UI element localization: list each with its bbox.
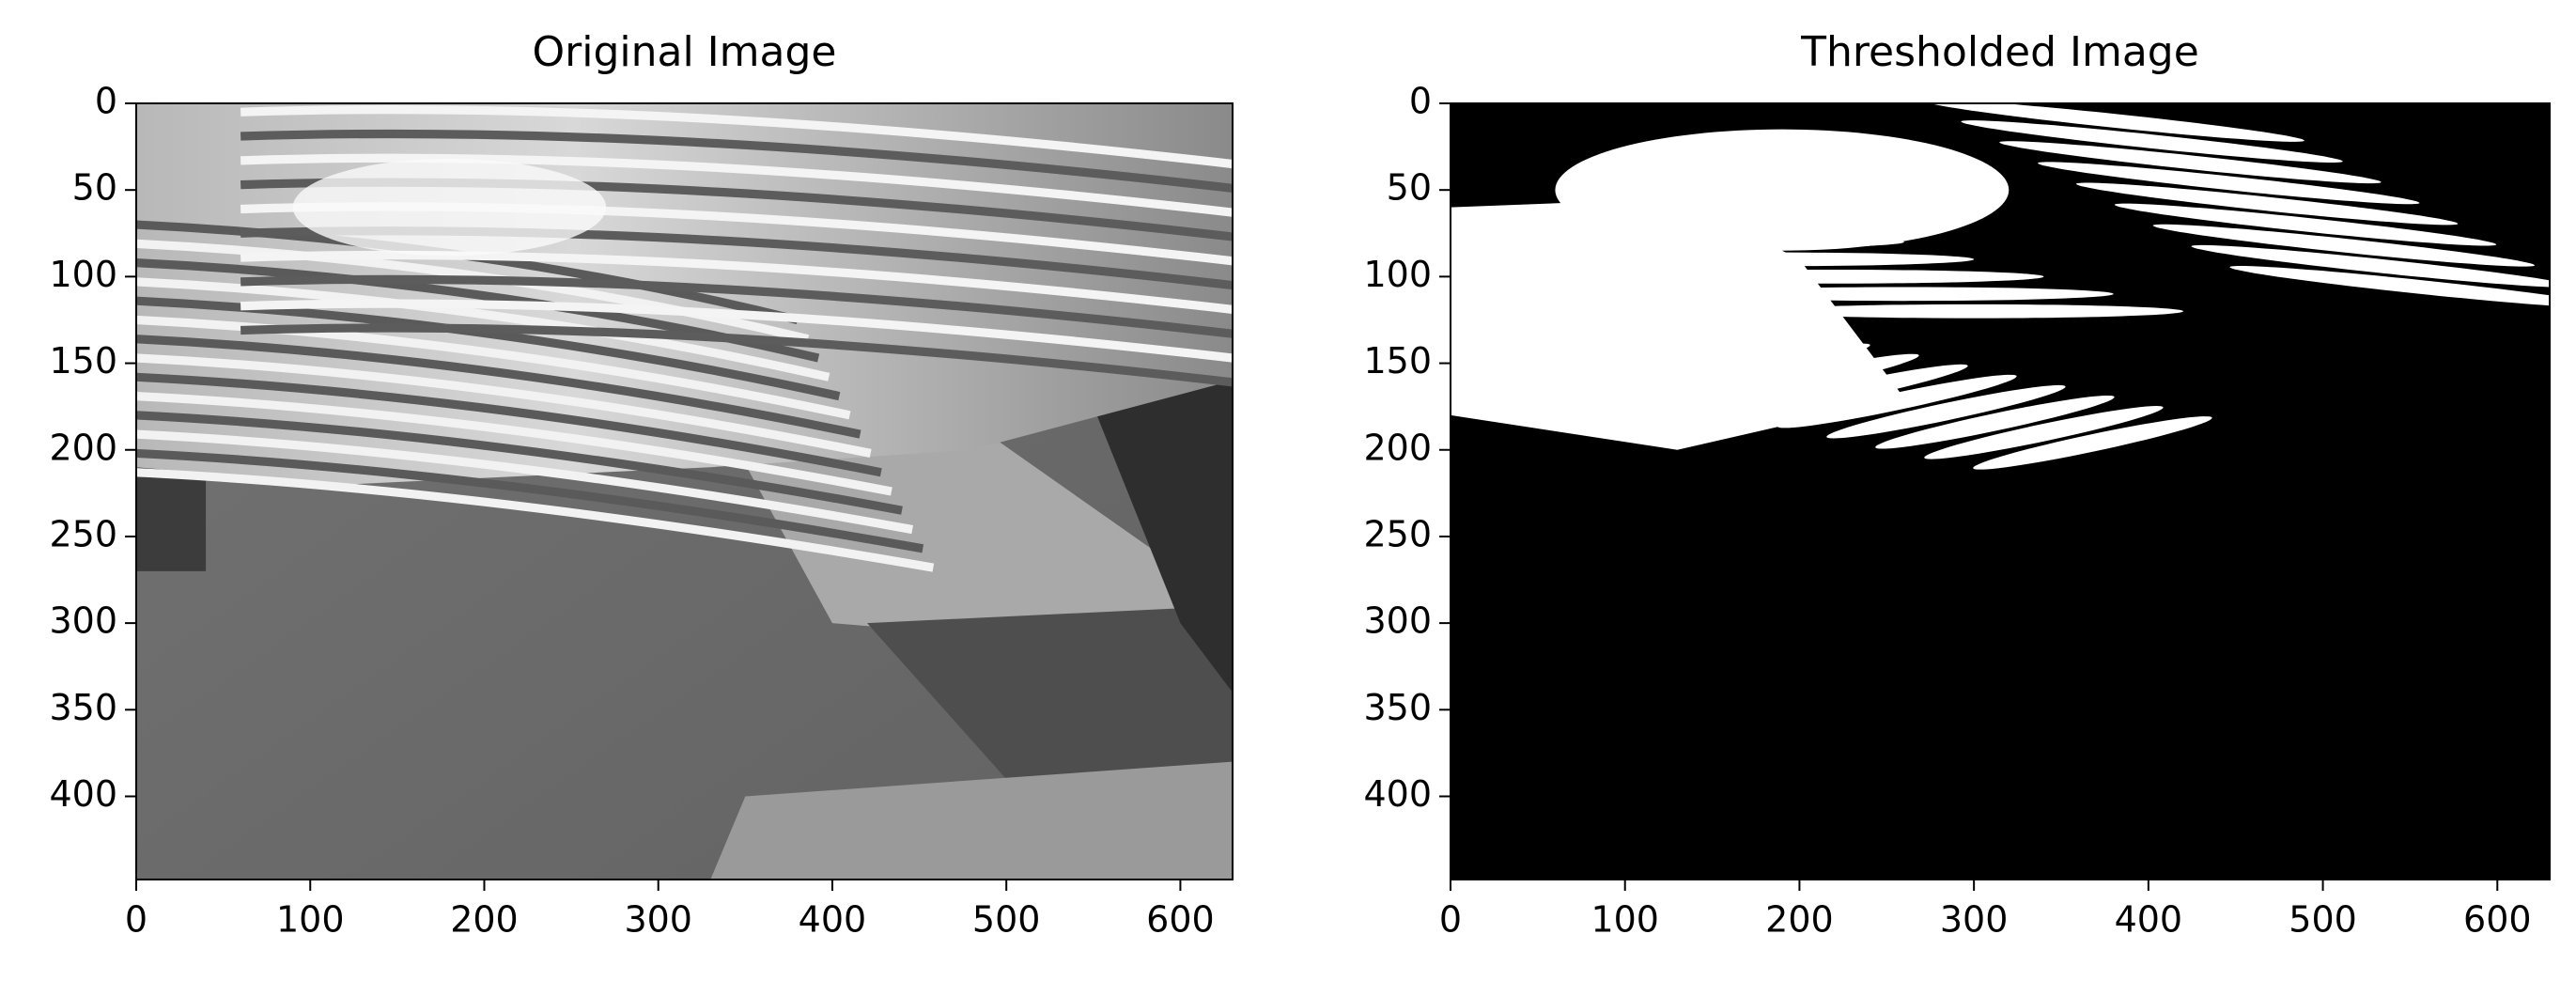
y-tick-label: 100 bbox=[1363, 254, 1432, 295]
y-tick-label: 0 bbox=[95, 81, 117, 122]
y-tick-label: 150 bbox=[49, 340, 117, 382]
x-tick-label: 500 bbox=[972, 899, 1041, 941]
x-tick-label: 300 bbox=[624, 899, 692, 941]
axes-frame bbox=[135, 102, 1234, 880]
image bbox=[136, 103, 1233, 880]
x-tick-label: 600 bbox=[2463, 899, 2532, 941]
chart-title: Original Image bbox=[533, 28, 837, 76]
x-tick-label: 500 bbox=[2289, 899, 2357, 941]
x-tick-label: 0 bbox=[125, 899, 147, 941]
y-tick-label: 200 bbox=[1363, 427, 1432, 468]
x-tick-label: 200 bbox=[450, 899, 519, 941]
y-tick-label: 250 bbox=[1363, 513, 1432, 554]
y-tick-label: 350 bbox=[49, 687, 117, 728]
y-tick-label: 50 bbox=[72, 167, 117, 209]
y-tick-label: 400 bbox=[49, 773, 117, 815]
axes-frame bbox=[1450, 102, 2551, 880]
y-tick-label: 200 bbox=[49, 427, 117, 468]
x-tick-label: 400 bbox=[799, 899, 867, 941]
chart-title: Thresholded Image bbox=[1800, 28, 2199, 76]
y-tick-label: 150 bbox=[1363, 340, 1432, 382]
x-tick-label: 100 bbox=[1591, 899, 1659, 941]
x-tick-label: 300 bbox=[1940, 899, 2009, 941]
y-tick-label: 50 bbox=[1387, 167, 1432, 209]
x-tick-label: 600 bbox=[1146, 899, 1215, 941]
y-tick-label: 350 bbox=[1363, 687, 1432, 728]
y-tick-label: 250 bbox=[49, 513, 117, 554]
image-content bbox=[136, 103, 1233, 880]
y-tick-label: 300 bbox=[49, 600, 117, 642]
y-tick-label: 400 bbox=[1363, 773, 1432, 815]
image-content bbox=[1451, 103, 2550, 880]
x-tick-label: 200 bbox=[1765, 899, 1834, 941]
y-tick-label: 100 bbox=[49, 254, 117, 295]
x-tick-label: 0 bbox=[1439, 899, 1462, 941]
x-tick-label: 100 bbox=[276, 899, 345, 941]
y-tick-label: 300 bbox=[1363, 600, 1432, 642]
y-tick-label: 0 bbox=[1409, 81, 1432, 122]
x-tick-label: 400 bbox=[2115, 899, 2183, 941]
image bbox=[1451, 103, 2550, 880]
